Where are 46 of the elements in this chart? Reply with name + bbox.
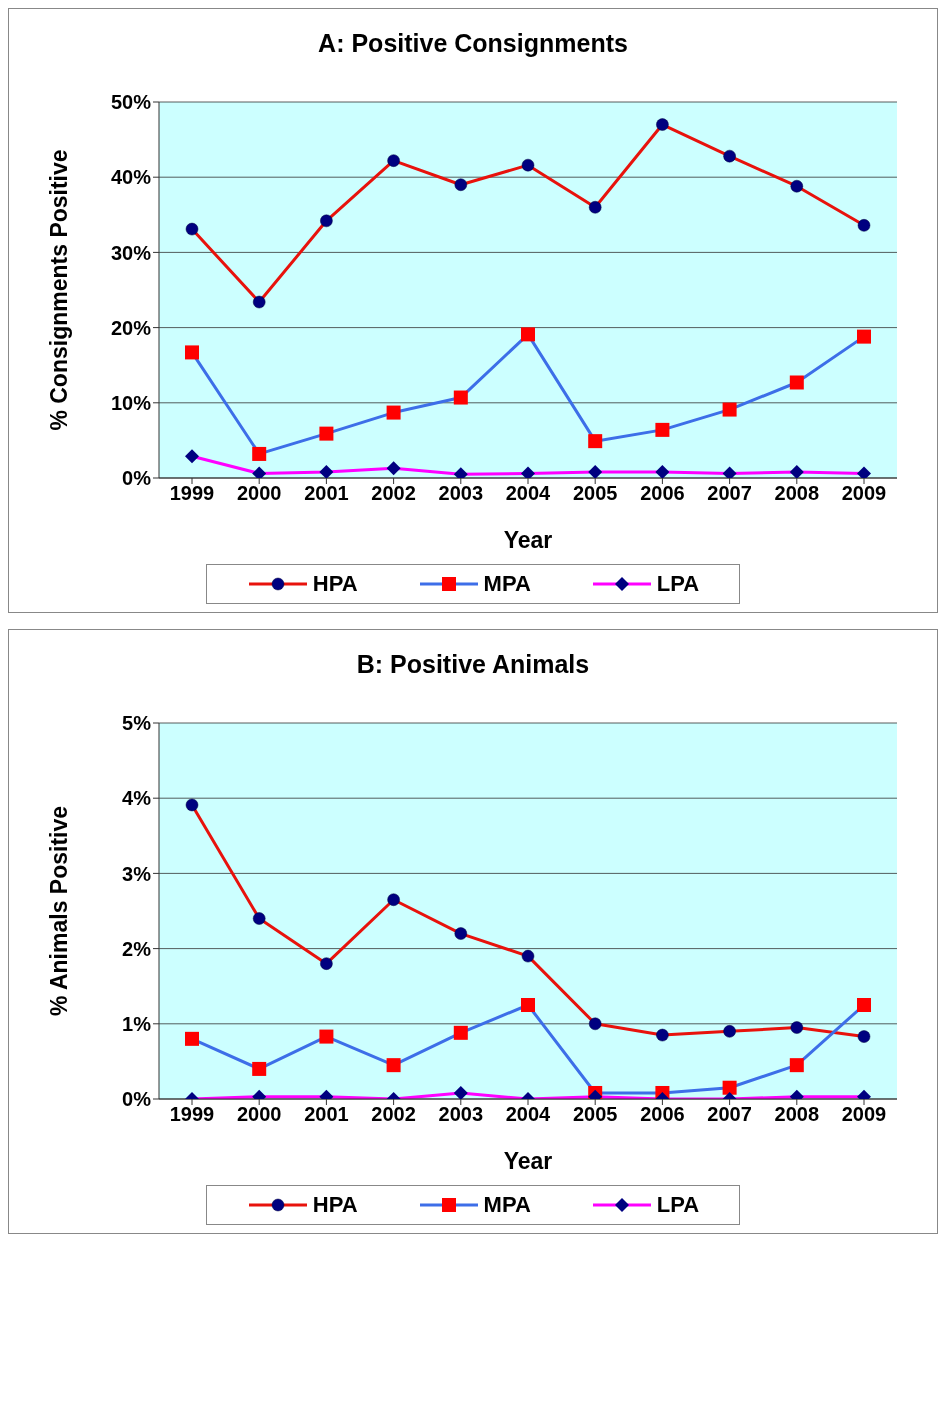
y-tick-label: 1% — [122, 1012, 152, 1035]
y-axis-title: % Animals Positive — [46, 805, 73, 1017]
x-tick-label: 2009 — [841, 482, 887, 505]
x-tick-label: 2008 — [774, 482, 820, 505]
x-tick-label: 2000 — [236, 482, 282, 505]
y-tick-label: 0% — [122, 1088, 152, 1111]
y-tick-label: 30% — [110, 241, 152, 264]
x-tick-label: 2001 — [304, 482, 349, 505]
x-tick-label: 2003 — [438, 1103, 484, 1126]
x-tick-label: 2002 — [371, 482, 416, 505]
legend-label: HPA — [312, 1192, 358, 1218]
legend-label: MPA — [483, 1192, 531, 1218]
x-tick-label: 2001 — [304, 1103, 349, 1126]
y-tick-label: 4% — [122, 787, 152, 810]
x-tick-label: 2004 — [505, 482, 552, 505]
chart-title: A: Positive Consignments — [317, 29, 629, 58]
x-tick-label: 2007 — [707, 482, 752, 505]
legend-label: MPA — [483, 571, 531, 597]
y-tick-label: 50% — [110, 91, 152, 114]
legend-label: LPA — [656, 1192, 700, 1218]
x-tick-label: 2003 — [438, 482, 484, 505]
chart-title: B: Positive Animals — [355, 650, 591, 679]
x-tick-label: 2004 — [505, 1103, 552, 1126]
x-tick-label: 1999 — [169, 1103, 215, 1126]
y-axis-title: % Consignments Positive — [46, 149, 73, 431]
x-axis-title: Year — [503, 527, 553, 553]
y-tick-label: 5% — [122, 712, 152, 735]
legend-label: LPA — [656, 571, 700, 597]
x-tick-label: 2008 — [774, 1103, 820, 1126]
y-tick-label: 10% — [110, 391, 152, 414]
y-tick-label: 2% — [122, 937, 152, 960]
x-axis-title: Year — [503, 1148, 553, 1174]
x-tick-label: 2005 — [572, 1103, 618, 1126]
x-tick-label: 2005 — [572, 482, 618, 505]
legend-label: HPA — [312, 571, 358, 597]
y-tick-label: 40% — [110, 166, 152, 189]
x-tick-label: 1999 — [169, 482, 215, 505]
y-tick-label: 3% — [122, 862, 152, 885]
y-tick-label: 0% — [122, 467, 152, 490]
x-tick-label: 2006 — [640, 1103, 685, 1126]
x-tick-label: 2009 — [841, 1103, 887, 1126]
y-tick-label: 20% — [110, 316, 152, 339]
x-tick-label: 2002 — [371, 1103, 416, 1126]
x-tick-label: 2006 — [640, 482, 685, 505]
x-tick-label: 2007 — [707, 1103, 752, 1126]
x-tick-label: 2000 — [236, 1103, 282, 1126]
